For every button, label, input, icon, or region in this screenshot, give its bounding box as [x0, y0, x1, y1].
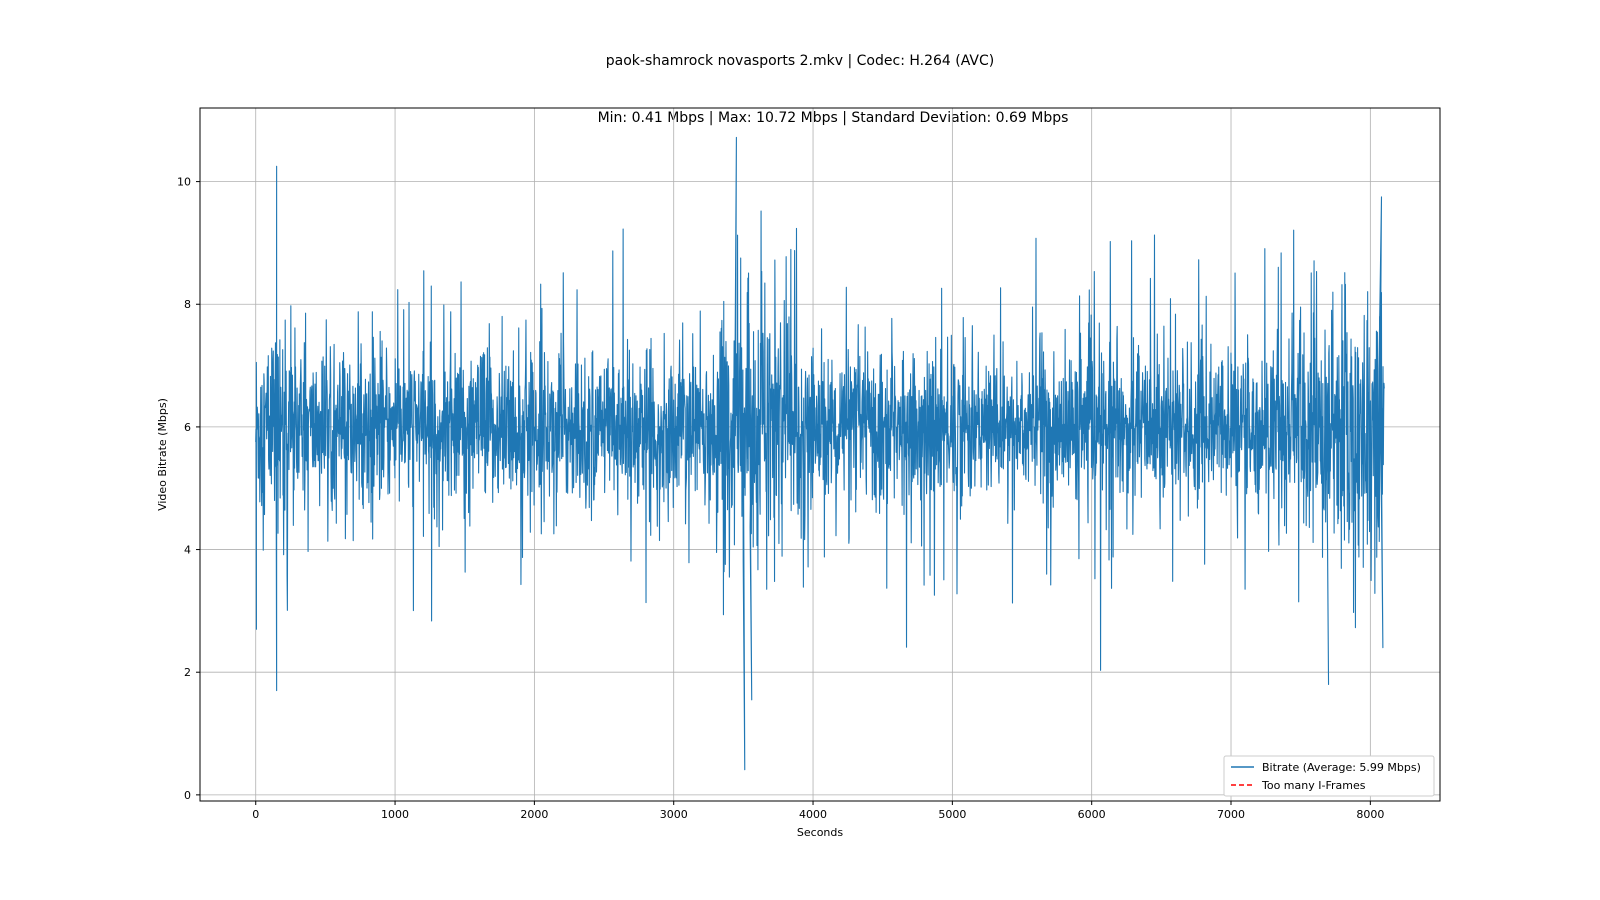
y-tick-label: 6 — [184, 421, 191, 434]
x-tick-label: 7000 — [1217, 808, 1245, 821]
x-tick-label: 6000 — [1078, 808, 1106, 821]
legend-label-bitrate: Bitrate (Average: 5.99 Mbps) — [1262, 761, 1421, 774]
y-tick-label: 2 — [184, 666, 191, 679]
x-axis-label: Seconds — [797, 826, 843, 839]
x-tick-label: 5000 — [938, 808, 966, 821]
chart-title-block: paok-shamrock novasports 2.mkv | Codec: … — [0, 14, 1600, 147]
y-tick-label: 10 — [177, 176, 191, 189]
tick-layer: 0 1000 2000 3000 4000 5000 6000 7000 8000 0 2 4 6 8 10 — [177, 176, 1384, 821]
chart-title: paok-shamrock novasports 2.mkv | Codec: … — [605, 53, 995, 69]
plot-frame — [199, 107, 1441, 802]
x-tick-label: 1000 — [381, 808, 409, 821]
series-line-bitrate — [255, 136, 1385, 771]
chart-subtitle: Min: 0.41 Mbps | Max: 10.72 Mbps | Stand… — [597, 110, 1069, 126]
x-tick-label: 4000 — [799, 808, 827, 821]
legend: Bitrate (Average: 5.99 Mbps) Too many I-… — [1223, 755, 1435, 797]
y-tick-label: 8 — [184, 298, 191, 311]
legend-label-iframes: Too many I-Frames — [1261, 779, 1366, 792]
y-tick-label: 4 — [184, 544, 191, 557]
x-tick-label: 8000 — [1356, 808, 1384, 821]
series-layer — [255, 136, 1385, 771]
legend-box — [1223, 755, 1435, 797]
x-tick-label: 2000 — [520, 808, 548, 821]
y-tick-label: 0 — [184, 789, 191, 802]
x-tick-label: 0 — [252, 808, 259, 821]
x-tick-label: 3000 — [660, 808, 688, 821]
y-axis-label: Video Bitrate (Mbps) — [156, 398, 169, 511]
